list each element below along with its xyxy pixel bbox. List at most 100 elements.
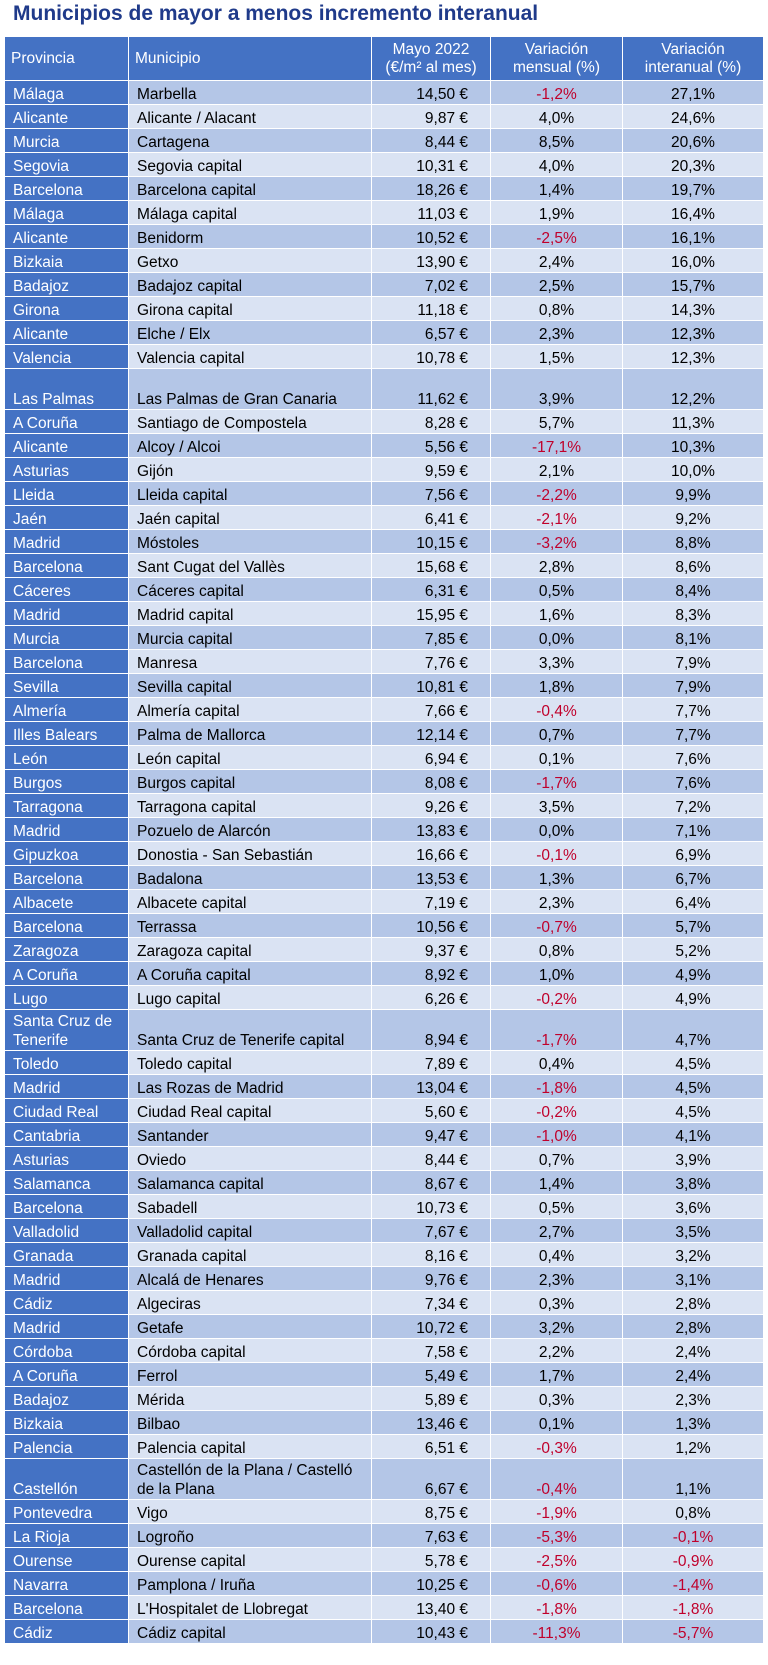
cell-provincia: Valladolid xyxy=(4,1218,129,1243)
cell-provincia: Sevilla xyxy=(4,673,129,698)
table-row: Santa Cruz de Tenerife Santa Cruz de Tene… xyxy=(4,1009,764,1051)
table-row: Segovia Segovia capital 10,31 €4,0% 20,3% xyxy=(4,152,764,177)
cell-variacion-mensual: 1,4% xyxy=(490,176,623,201)
table-row: A Coruña Santiago de Compostela 8,28 €5,7%… xyxy=(4,409,764,434)
table-row: Palencia Palencia capital 6,51 € -0,3% 1,2% xyxy=(4,1434,764,1459)
cell-precio: 18,26 € xyxy=(371,176,491,201)
table-row: Badajoz Mérida 5,89 €0,3% 2,3% xyxy=(4,1386,764,1411)
cell-municipio: Valladolid capital xyxy=(128,1218,372,1243)
cell-precio: 9,47 € xyxy=(371,1122,491,1147)
cell-variacion-interanual: 7,1% xyxy=(622,817,764,842)
table-header-row: Provincia Municipio Mayo 2022 (€/m² al m… xyxy=(4,36,764,81)
table-row: Asturias Oviedo 8,44 €0,7% 3,9% xyxy=(4,1146,764,1171)
cell-municipio: Ferrol xyxy=(128,1362,372,1387)
cell-variacion-mensual: 0,0% xyxy=(490,817,623,842)
cell-provincia: Valencia xyxy=(4,344,129,369)
table-row: Madrid Pozuelo de Alarcón 13,83 €0,0% 7,1% xyxy=(4,817,764,842)
cell-variacion-mensual: 0,4% xyxy=(490,1242,623,1267)
table-row: Valencia Valencia capital 10,78 €1,5% 12,3% xyxy=(4,344,764,369)
cell-precio: 8,28 € xyxy=(371,409,491,434)
table-row: Barcelona Sabadell 10,73 €0,5% 3,6% xyxy=(4,1194,764,1219)
cell-variacion-interanual: 2,8% xyxy=(622,1314,764,1339)
cell-precio: 6,94 € xyxy=(371,745,491,770)
cell-municipio: Ourense capital xyxy=(128,1547,372,1572)
cell-municipio: Pamplona / Iruña xyxy=(128,1571,372,1596)
cell-municipio: Cáceres capital xyxy=(128,577,372,602)
cell-variacion-interanual: 16,4% xyxy=(622,200,764,225)
table-row: Barcelona L'Hospitalet de Llobregat 13,40 … xyxy=(4,1595,764,1620)
table-row: Pontevedra Vigo 8,75 € -1,9% 0,8% xyxy=(4,1499,764,1524)
cell-variacion-interanual: 4,5% xyxy=(622,1098,764,1123)
cell-variacion-interanual: 7,2% xyxy=(622,793,764,818)
cell-variacion-mensual: -1,9% xyxy=(490,1499,623,1524)
cell-precio: 7,89 € xyxy=(371,1050,491,1075)
cell-provincia: Lugo xyxy=(4,985,129,1010)
cell-variacion-mensual: 2,3% xyxy=(490,1266,623,1291)
table-row: Bizkaia Getxo 13,90 €2,4% 16,0% xyxy=(4,248,764,273)
cell-municipio: Mérida xyxy=(128,1386,372,1411)
cell-precio: 6,57 € xyxy=(371,320,491,345)
cell-precio: 10,52 € xyxy=(371,224,491,249)
cell-provincia: León xyxy=(4,745,129,770)
table-row: Albacete Albacete capital 7,19 €2,3% 6,4% xyxy=(4,889,764,914)
cell-precio: 7,34 € xyxy=(371,1290,491,1315)
cell-precio: 7,76 € xyxy=(371,649,491,674)
cell-variacion-interanual: 7,6% xyxy=(622,769,764,794)
cell-provincia: Granada xyxy=(4,1242,129,1267)
cell-precio: 9,59 € xyxy=(371,457,491,482)
cell-precio: 10,25 € xyxy=(371,1571,491,1596)
cell-municipio: Granada capital xyxy=(128,1242,372,1267)
cell-municipio: Toledo capital xyxy=(128,1050,372,1075)
cell-precio: 6,26 € xyxy=(371,985,491,1010)
cell-precio: 10,81 € xyxy=(371,673,491,698)
table-row: Lleida Lleida capital 7,56 € -2,2% 9,9% xyxy=(4,481,764,506)
cell-municipio: Las Palmas de Gran Canaria xyxy=(128,368,372,410)
cell-provincia: Barcelona xyxy=(4,865,129,890)
cell-variacion-interanual: 16,0% xyxy=(622,248,764,273)
cell-variacion-interanual: -1,8% xyxy=(622,1595,764,1620)
table-row: Jaén Jaén capital 6,41 € -2,1% 9,2% xyxy=(4,505,764,530)
cell-municipio: Ciudad Real capital xyxy=(128,1098,372,1123)
page-title: Municipios de mayor a menos incremento i… xyxy=(13,2,539,25)
cell-precio: 6,31 € xyxy=(371,577,491,602)
cell-precio: 9,87 € xyxy=(371,104,491,129)
cell-municipio: Jaén capital xyxy=(128,505,372,530)
cell-municipio: Santander xyxy=(128,1122,372,1147)
cell-variacion-mensual: 4,0% xyxy=(490,104,623,129)
cell-variacion-mensual: -2,5% xyxy=(490,224,623,249)
cell-variacion-interanual: 12,3% xyxy=(622,320,764,345)
cell-variacion-mensual: 1,9% xyxy=(490,200,623,225)
table-row: Gipuzkoa Donostia - San Sebastián 16,66 € -… xyxy=(4,841,764,866)
cell-variacion-interanual: 3,2% xyxy=(622,1242,764,1267)
cell-provincia: Barcelona xyxy=(4,1595,129,1620)
cell-variacion-interanual: 2,4% xyxy=(622,1362,764,1387)
cell-municipio: Bilbao xyxy=(128,1410,372,1435)
table-row: Barcelona Sant Cugat del Vallès 15,68 €2,8… xyxy=(4,553,764,578)
table-row: Tarragona Tarragona capital 9,26 €3,5% 7,2% xyxy=(4,793,764,818)
table-row: Bizkaia Bilbao 13,46 €0,1% 1,3% xyxy=(4,1410,764,1435)
municipios-table: Provincia Municipio Mayo 2022 (€/m² al m… xyxy=(4,36,764,1644)
cell-precio: 6,41 € xyxy=(371,505,491,530)
cell-variacion-interanual: 4,9% xyxy=(622,961,764,986)
cell-variacion-mensual: 2,2% xyxy=(490,1338,623,1363)
cell-provincia: Segovia xyxy=(4,152,129,177)
cell-precio: 7,85 € xyxy=(371,625,491,650)
cell-provincia: Lleida xyxy=(4,481,129,506)
cell-variacion-mensual: -0,3% xyxy=(490,1434,623,1459)
table-row: Toledo Toledo capital 7,89 €0,4% 4,5% xyxy=(4,1050,764,1075)
cell-municipio: Burgos capital xyxy=(128,769,372,794)
cell-variacion-interanual: 6,4% xyxy=(622,889,764,914)
table-row: Barcelona Badalona 13,53 €1,3% 6,7% xyxy=(4,865,764,890)
cell-precio: 10,78 € xyxy=(371,344,491,369)
cell-variacion-interanual: -0,1% xyxy=(622,1523,764,1548)
cell-precio: 13,83 € xyxy=(371,817,491,842)
cell-precio: 8,92 € xyxy=(371,961,491,986)
cell-precio: 5,49 € xyxy=(371,1362,491,1387)
cell-precio: 10,31 € xyxy=(371,152,491,177)
cell-provincia: Madrid xyxy=(4,1074,129,1099)
cell-municipio: Donostia - San Sebastián xyxy=(128,841,372,866)
cell-precio: 13,90 € xyxy=(371,248,491,273)
cell-provincia: Málaga xyxy=(4,200,129,225)
table-row: Ourense Ourense capital 5,78 € -2,5% -0,9% xyxy=(4,1547,764,1572)
cell-variacion-interanual: 8,8% xyxy=(622,529,764,554)
